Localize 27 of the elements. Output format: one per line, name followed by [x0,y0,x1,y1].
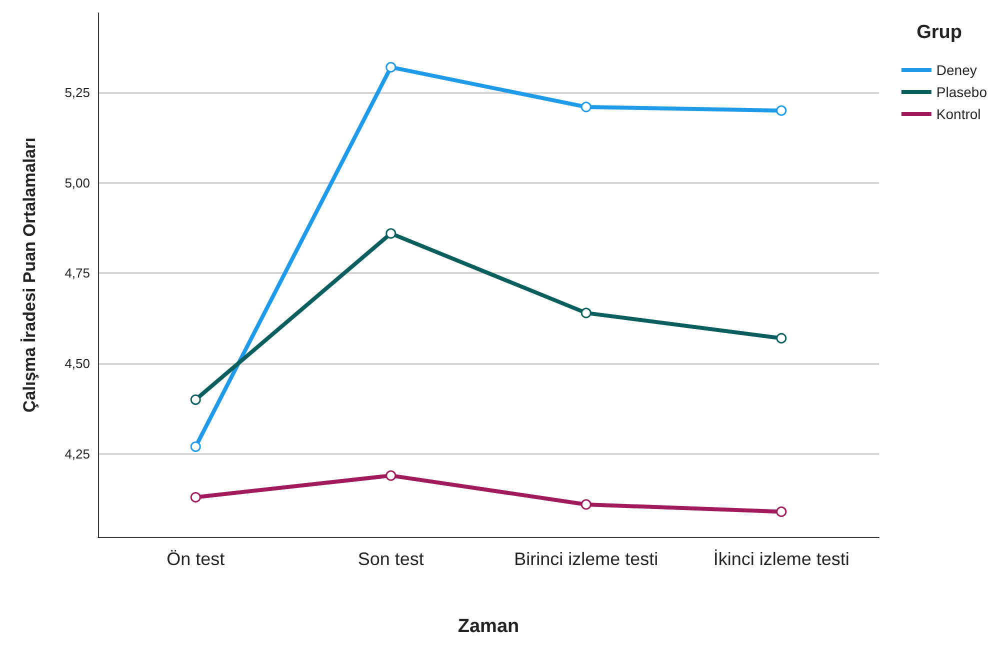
point [386,228,396,239]
point [580,308,592,318]
x-tick-label: Birinci izleme testi [514,549,658,569]
point [190,441,201,452]
legend-label: Plasebo [936,84,988,100]
y-tick-label: 4,75 [64,266,90,281]
point [776,332,787,344]
point [386,62,396,72]
y-tick-label: 5,00 [64,175,90,190]
x-tick-label: Son test [358,549,424,569]
x-tick-label: İkinci izleme testi [713,549,850,569]
point [580,499,592,510]
legend-label: Deney [936,62,977,78]
point [580,102,592,112]
y-tick-label: 4,50 [64,356,90,372]
point [776,506,787,517]
y-tick-label: 5,25 [64,85,90,100]
y-axis-title: Çalışma İradesi Puan Ortalamaları [20,138,39,412]
x-axis-title: Zaman [458,616,520,637]
x-tick-label: Ön test [166,549,225,569]
point [776,105,787,116]
point [190,492,201,502]
legend-title: Grup [916,22,962,43]
y-tick-label: 4,25 [64,446,90,462]
point [386,470,396,481]
legend-label: Kontrol [936,106,981,122]
point [190,394,201,405]
